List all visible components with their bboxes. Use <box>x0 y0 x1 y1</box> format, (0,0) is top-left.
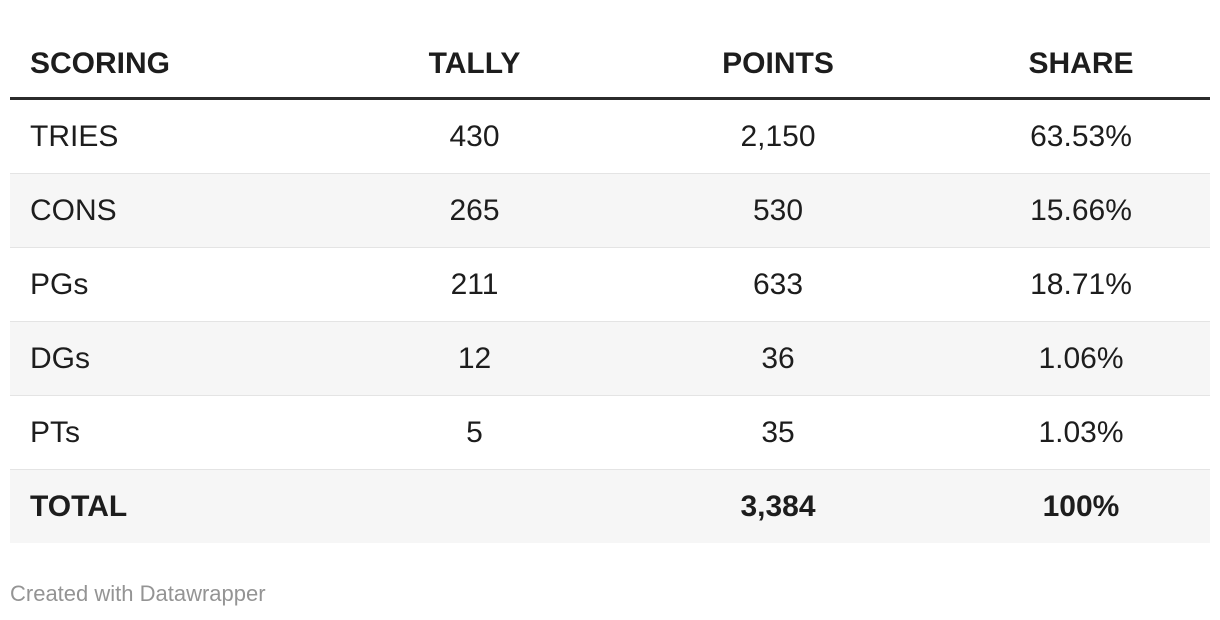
cell-share: 18.71% <box>930 247 1210 322</box>
column-header-tally: TALLY <box>323 30 626 100</box>
table-row-tries: TRIES 430 2,150 63.53% <box>10 99 1210 174</box>
cell-tally: 265 <box>323 173 626 248</box>
table-row-cons: CONS 265 530 15.66% <box>10 173 1210 248</box>
cell-points: 530 <box>626 173 930 248</box>
cell-scoring: DGs <box>10 321 323 396</box>
cell-share: 100% <box>930 469 1210 543</box>
table-row-pts: PTs 5 35 1.03% <box>10 395 1210 470</box>
cell-tally: 5 <box>323 395 626 470</box>
cell-tally: 211 <box>323 247 626 322</box>
table-row-pgs: PGs 211 633 18.71% <box>10 247 1210 322</box>
cell-tally: 430 <box>449 119 500 153</box>
datawrapper-table-graphic: SCORING TALLY POINTS SHARE TRIES 430 2,1… <box>10 30 1210 607</box>
column-header-points: POINTS <box>626 30 930 100</box>
cell-points: 3,384 <box>626 469 930 543</box>
table-row-total: TOTAL 3,384 100% <box>10 469 1210 543</box>
table-row-dgs: DGs 12 36 1.06% <box>10 321 1210 396</box>
cell-scoring: TOTAL <box>10 469 323 543</box>
cell-scoring: PTs <box>10 395 323 470</box>
attribution-line: Created with Datawrapper <box>10 580 1210 607</box>
column-header-scoring: SCORING <box>10 30 323 100</box>
cell-share: 63.53% <box>1030 119 1132 153</box>
cell-share: 1.06% <box>930 321 1210 396</box>
cell-share: 1.03% <box>930 395 1210 470</box>
scoring-table: SCORING TALLY POINTS SHARE TRIES 430 2,1… <box>10 30 1210 543</box>
cell-points: 35 <box>626 395 930 470</box>
cell-points: 633 <box>626 247 930 322</box>
header-row: SCORING TALLY POINTS SHARE <box>10 30 1210 100</box>
cell-scoring: TRIES <box>30 119 119 153</box>
datawrapper-attribution-link[interactable]: Created with Datawrapper <box>10 581 266 606</box>
column-header-share: SHARE <box>930 30 1210 100</box>
cell-share: 15.66% <box>930 173 1210 248</box>
cell-tally <box>323 469 626 543</box>
cell-scoring: PGs <box>10 247 323 322</box>
cell-tally: 12 <box>323 321 626 396</box>
cell-points: 36 <box>626 321 930 396</box>
cell-scoring: CONS <box>10 173 323 248</box>
cell-points: 2,150 <box>740 119 816 153</box>
